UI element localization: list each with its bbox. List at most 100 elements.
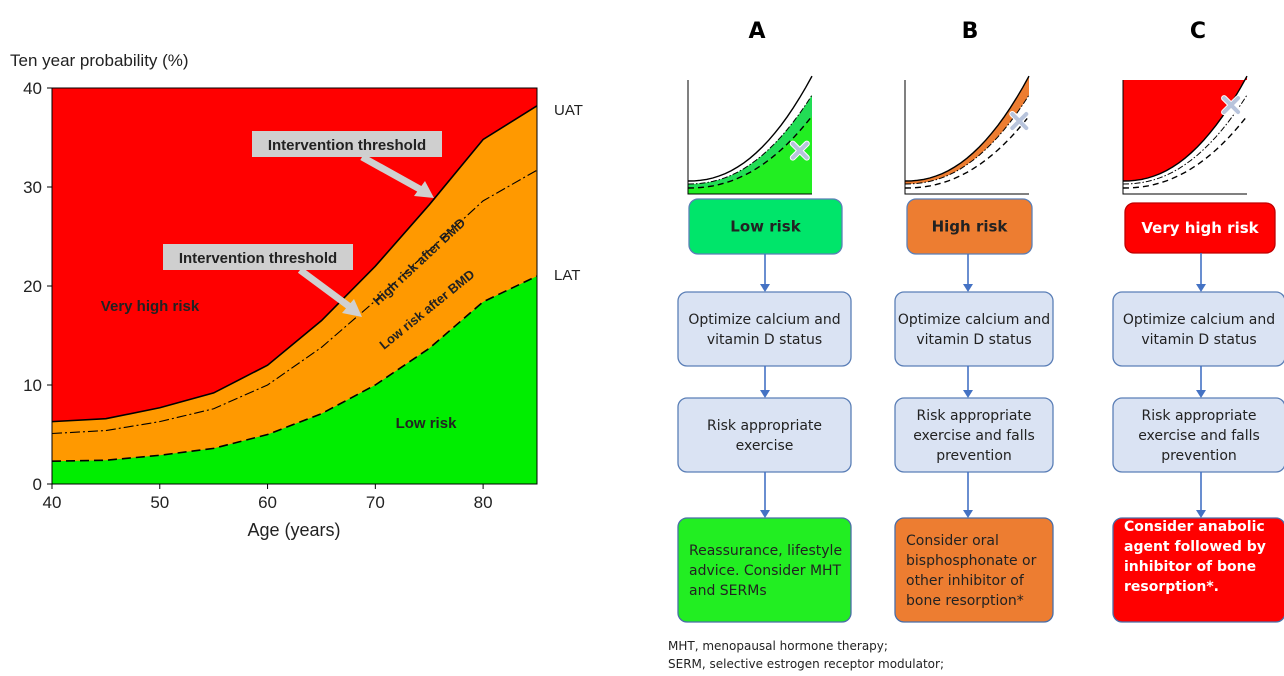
axis-ticks: 40 50 60 70 80 0 10 20 30 40 bbox=[23, 79, 492, 512]
mini-axes bbox=[687, 80, 812, 195]
risk-badge bbox=[906, 198, 1033, 255]
recommendation-text: bisphosphonate or bbox=[906, 553, 1037, 569]
callout-upper: Intervention threshold bbox=[268, 137, 426, 154]
step-text-exercise: Risk appropriate bbox=[1141, 408, 1256, 424]
patient-marker-icon bbox=[1222, 96, 1241, 115]
mini-very-high-zone bbox=[1123, 76, 1247, 181]
step-box-exercise bbox=[894, 397, 1054, 473]
recommendation-text: agent followed by bbox=[1124, 539, 1266, 555]
probability-chart: Ten year probability (%) 40 50 60 70 80 0 10 20… bbox=[10, 51, 583, 540]
recommendation-text: advice. Consider MHT bbox=[689, 563, 842, 579]
step-text-calcium: vitamin D status bbox=[707, 332, 822, 348]
line-uat bbox=[51, 105, 538, 423]
risk-badge bbox=[1124, 202, 1276, 254]
step-box-calcium bbox=[1112, 291, 1284, 367]
recommendation-text: bone resorption* bbox=[906, 593, 1024, 609]
line-lat bbox=[51, 275, 538, 463]
recommendation-text: resorption*. bbox=[1124, 579, 1219, 595]
y-tick-label: 20 bbox=[23, 277, 42, 296]
patient-marker-icon bbox=[790, 141, 809, 160]
area-low-risk bbox=[52, 276, 537, 484]
lat-label: LAT bbox=[554, 267, 580, 284]
column-letter: C bbox=[1190, 19, 1206, 44]
step-box-exercise bbox=[1112, 397, 1284, 473]
x-axis-label: Age (years) bbox=[247, 520, 340, 540]
flow-arrowhead bbox=[760, 390, 770, 398]
flow-arrowhead bbox=[963, 284, 973, 292]
recommendation-box bbox=[894, 517, 1054, 623]
flow-arrowhead bbox=[963, 510, 973, 518]
recommendation-box bbox=[1112, 517, 1284, 623]
y-tick-label: 10 bbox=[23, 376, 42, 395]
region-label-very-high-risk: Very high risk bbox=[101, 298, 200, 315]
mini-lat-line bbox=[1122, 115, 1248, 189]
callout-arrowhead-upper bbox=[414, 181, 434, 198]
x-tick-label: 70 bbox=[366, 493, 385, 512]
footnote: SERM, selective estrogen receptor modula… bbox=[668, 657, 944, 671]
region-label-low-risk: Low risk bbox=[396, 415, 458, 432]
flow-arrowhead bbox=[1196, 510, 1206, 518]
mini-mid-line bbox=[1122, 94, 1248, 185]
mini-mid-line bbox=[904, 94, 1030, 185]
recommendation-text: and SERMs bbox=[689, 583, 767, 599]
uat-label: UAT bbox=[554, 102, 583, 119]
flow-column-c: C Very high risk Optimize calcium and vitam… bbox=[1112, 19, 1284, 623]
callout-box-lower bbox=[163, 244, 353, 270]
recommendation-text: Consider oral bbox=[906, 533, 999, 549]
footnote: MHT, menopausal hormone therapy; bbox=[668, 639, 888, 653]
patient-marker-icon bbox=[1010, 112, 1029, 131]
mini-mid-line bbox=[687, 94, 813, 185]
x-tick-label: 40 bbox=[43, 493, 62, 512]
recommendation-text: other inhibitor of bbox=[906, 573, 1025, 589]
flow-arrowhead bbox=[1196, 284, 1206, 292]
column-letter: A bbox=[748, 19, 765, 44]
recommendation-text: inhibitor of bone bbox=[1124, 559, 1256, 575]
callout-arrow-upper bbox=[360, 153, 427, 196]
mini-uat-line bbox=[904, 75, 1030, 182]
flow-column-b: B High risk Optimize calcium and vitamin D … bbox=[894, 19, 1054, 623]
step-text-calcium: Optimize calcium and bbox=[688, 312, 840, 328]
x-tick-label: 50 bbox=[150, 493, 169, 512]
callout-lower: Intervention threshold bbox=[179, 250, 337, 267]
flow-arrowhead bbox=[760, 284, 770, 292]
recommendation-text: Reassurance, lifestyle bbox=[689, 543, 842, 559]
mini-axes bbox=[1122, 80, 1247, 195]
step-text-exercise: Risk appropriate bbox=[707, 418, 822, 434]
risk-badge-label: Low risk bbox=[730, 218, 801, 236]
step-text-calcium: Optimize calcium and bbox=[898, 312, 1050, 328]
step-box-calcium bbox=[677, 291, 852, 367]
step-text-exercise: Risk appropriate bbox=[916, 408, 1031, 424]
flow-arrowhead bbox=[1196, 390, 1206, 398]
flow-column-a: A Low risk Optimize calcium and vitamin D s… bbox=[677, 19, 852, 623]
mini-lat-line bbox=[904, 115, 1030, 189]
mini-axes bbox=[904, 80, 1029, 195]
column-letter: B bbox=[962, 19, 979, 44]
recommendation-text: Consider anabolic bbox=[1124, 519, 1265, 535]
y-tick-label: 40 bbox=[23, 79, 42, 98]
chart-title: Ten year probability (%) bbox=[10, 51, 189, 70]
step-text-calcium: vitamin D status bbox=[916, 332, 1031, 348]
callout-arrowhead-lower bbox=[342, 299, 362, 317]
step-text-exercise: exercise bbox=[736, 438, 794, 454]
callout-arrow-lower bbox=[297, 267, 357, 313]
recommendation-box bbox=[677, 517, 852, 623]
step-text-calcium: Optimize calcium and bbox=[1123, 312, 1275, 328]
mini-uat-line bbox=[687, 75, 813, 182]
mini-low-zone-inner bbox=[688, 116, 812, 194]
step-box-exercise bbox=[677, 397, 852, 473]
x-tick-label: 60 bbox=[258, 493, 277, 512]
flow-arrowhead bbox=[760, 510, 770, 518]
threshold-lines bbox=[51, 105, 538, 463]
treatment-flow: A Low risk Optimize calcium and vitamin D s… bbox=[668, 19, 1284, 671]
x-tick-label: 80 bbox=[474, 493, 493, 512]
line-intermediate-threshold bbox=[51, 169, 538, 435]
step-text-exercise: prevention bbox=[1161, 448, 1237, 464]
callout-box-upper bbox=[252, 131, 442, 157]
risk-badge-label: Very high risk bbox=[1141, 219, 1259, 237]
risk-badge-label: High risk bbox=[932, 218, 1009, 236]
step-text-calcium: vitamin D status bbox=[1141, 332, 1256, 348]
mini-high-zone bbox=[905, 76, 1029, 184]
y-tick-label: 30 bbox=[23, 178, 42, 197]
mini-lat-line bbox=[687, 115, 813, 189]
